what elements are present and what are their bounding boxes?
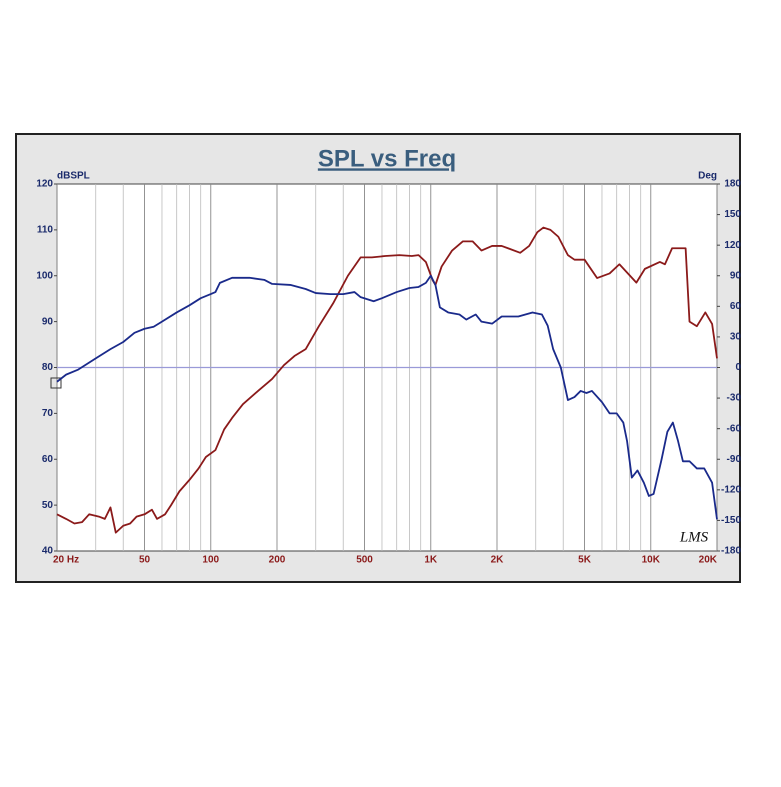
y-tick-label: 40 [42, 546, 54, 557]
y2-tick-label: 180 [724, 179, 741, 190]
x-tick-label: 500 [356, 555, 373, 566]
watermark: LMS [679, 529, 709, 545]
y-tick-label: 110 [37, 225, 54, 236]
chart-title: SPL vs Freq [318, 145, 456, 172]
x-tick-label: 5K [578, 555, 592, 566]
y2-tick-label: -180 [721, 546, 741, 557]
x-tick-label: 2K [491, 555, 505, 566]
y-tick-label: 80 [42, 362, 54, 373]
y-tick-label: 70 [42, 408, 54, 419]
y2-tick-label: -120 [721, 484, 741, 495]
series-line [56, 226, 718, 534]
y2-tick-label: -30 [727, 393, 742, 404]
y-tick-label: 100 [36, 270, 53, 281]
y2-tick-label: 120 [724, 240, 741, 251]
y2-tick-label: 150 [724, 209, 741, 220]
y-tick-label: 90 [42, 316, 54, 327]
x-tick-label: 1K [424, 555, 438, 566]
y2-tick-label: -60 [727, 423, 742, 434]
y-tick-label: 50 [42, 500, 54, 511]
x-tick-label: 20K [699, 555, 718, 566]
y2-tick-label: -90 [727, 454, 742, 465]
cursor-icon [50, 377, 62, 389]
x-tick-label: 20 Hz [53, 555, 79, 566]
x-tick-label: 100 [202, 555, 219, 566]
y-tick-label: 60 [42, 454, 54, 465]
y2-tick-label: 90 [730, 270, 742, 281]
y-tick-label: 120 [36, 179, 53, 190]
y2-axis-label: Deg [698, 171, 717, 182]
series-line [56, 274, 718, 520]
y2-tick-label: 60 [730, 301, 742, 312]
x-tick-label: 10K [642, 555, 661, 566]
y2-tick-label: 30 [730, 332, 742, 343]
x-tick-label: 50 [139, 555, 151, 566]
x-tick-label: 200 [269, 555, 286, 566]
y2-tick-label: -150 [721, 515, 741, 526]
y2-tick-label: 0 [735, 362, 741, 373]
y-axis-label: dBSPL [57, 171, 90, 182]
